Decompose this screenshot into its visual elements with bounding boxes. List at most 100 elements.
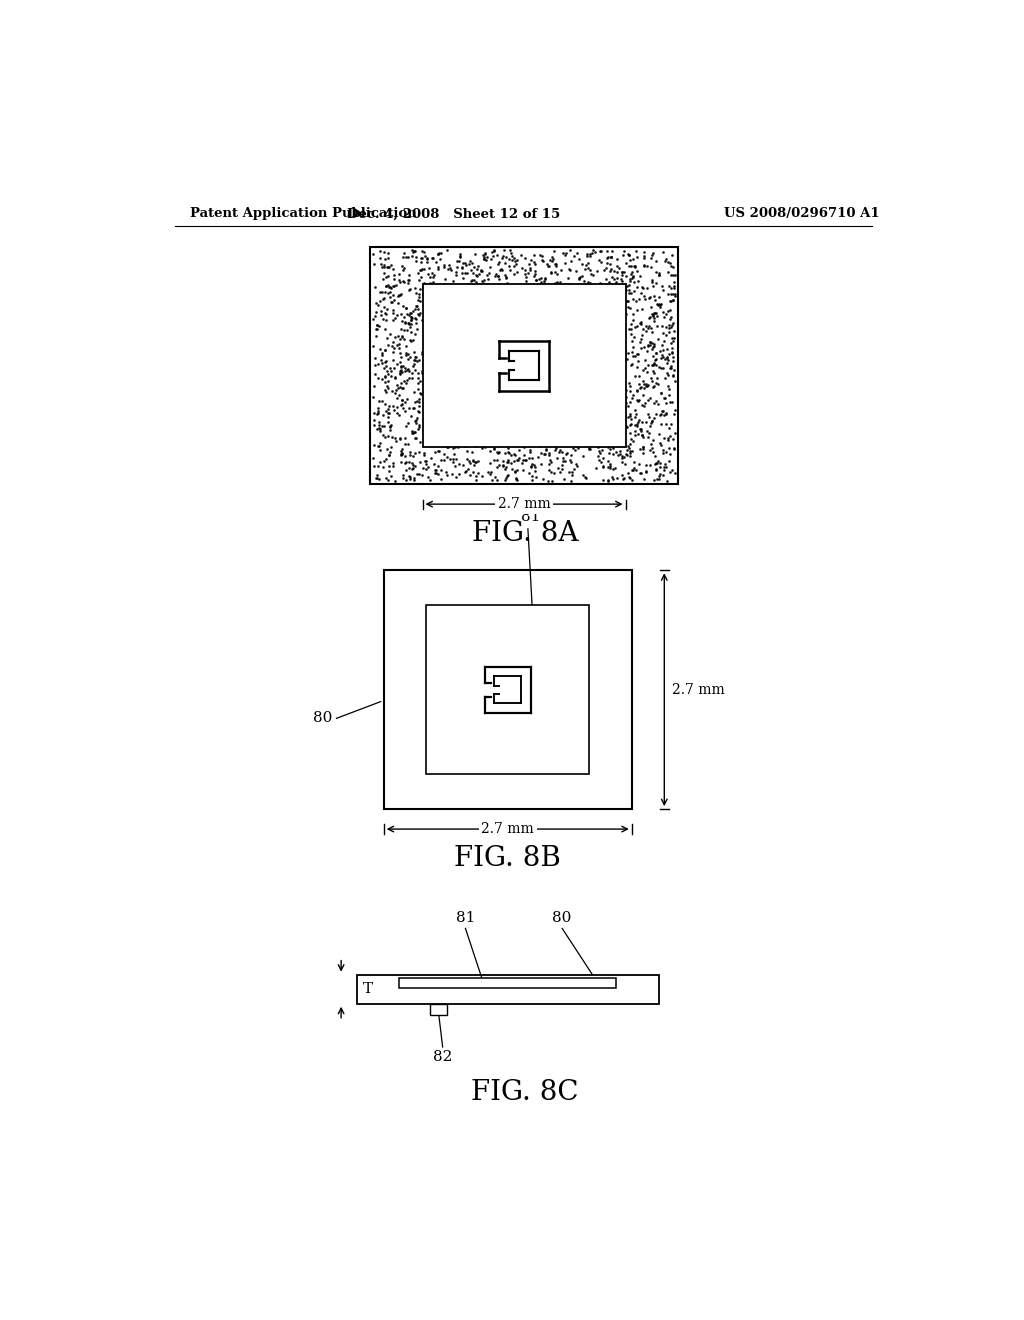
Point (627, 346, 643, 367)
Point (549, 302, 565, 323)
Point (650, 465, 667, 486)
Point (612, 304, 629, 325)
Point (489, 265, 506, 286)
Point (601, 375, 617, 396)
Point (399, 348, 416, 370)
Point (516, 329, 532, 350)
Point (511, 447, 527, 469)
Point (557, 444, 573, 465)
Point (441, 341, 458, 362)
Point (446, 314, 463, 335)
Point (612, 305, 629, 326)
Point (506, 263, 522, 284)
Point (382, 323, 398, 345)
Point (543, 263, 559, 284)
Point (469, 306, 485, 327)
Point (596, 259, 612, 280)
Point (658, 392, 675, 413)
Point (647, 302, 664, 323)
Point (536, 380, 552, 401)
Point (577, 467, 593, 488)
Point (473, 259, 489, 280)
Point (460, 273, 476, 294)
Point (414, 360, 430, 381)
Point (367, 403, 383, 424)
Point (457, 305, 473, 326)
Point (642, 367, 658, 388)
Point (380, 257, 396, 279)
Point (395, 329, 412, 350)
Point (649, 315, 666, 337)
Point (447, 449, 464, 470)
Point (608, 467, 625, 488)
Point (516, 414, 532, 436)
Point (497, 428, 513, 449)
Point (646, 362, 663, 383)
Point (526, 461, 543, 482)
Point (636, 255, 652, 276)
Point (514, 451, 530, 473)
Point (554, 442, 570, 463)
Point (600, 396, 616, 417)
Point (564, 356, 581, 378)
Point (658, 317, 675, 338)
Point (430, 463, 446, 484)
Point (546, 341, 562, 362)
Point (488, 376, 505, 397)
Point (644, 437, 660, 458)
Point (516, 444, 532, 465)
Point (441, 449, 458, 470)
Point (414, 248, 430, 269)
Point (667, 404, 683, 425)
Point (536, 425, 552, 446)
Point (625, 430, 641, 451)
Point (402, 469, 419, 490)
Point (506, 368, 522, 389)
Point (444, 271, 461, 292)
Point (511, 288, 527, 309)
Point (392, 363, 409, 384)
Point (452, 279, 468, 300)
Point (522, 292, 539, 313)
Point (583, 438, 599, 459)
Point (505, 345, 521, 366)
Point (544, 470, 560, 491)
Point (526, 313, 543, 334)
Point (525, 422, 542, 444)
Point (500, 345, 516, 366)
Point (498, 393, 514, 414)
Point (486, 240, 503, 261)
Point (650, 424, 667, 445)
Point (629, 416, 645, 437)
Point (522, 366, 539, 387)
Point (627, 424, 643, 445)
Point (584, 302, 600, 323)
Point (395, 378, 412, 399)
Point (416, 281, 432, 302)
Point (473, 342, 489, 363)
Point (602, 453, 618, 474)
Point (446, 305, 463, 326)
Point (376, 414, 392, 436)
Point (535, 335, 551, 356)
Point (393, 372, 410, 393)
Point (369, 467, 385, 488)
Point (641, 331, 657, 352)
Point (559, 310, 575, 331)
Point (423, 447, 439, 469)
Point (390, 285, 407, 306)
Point (479, 323, 496, 345)
Point (500, 450, 516, 471)
Point (391, 360, 408, 381)
Point (524, 393, 541, 414)
Point (637, 348, 653, 370)
Point (588, 310, 604, 331)
Point (436, 430, 453, 451)
Point (620, 440, 636, 461)
Point (501, 319, 517, 341)
Point (432, 359, 449, 380)
Point (464, 252, 480, 273)
Point (386, 308, 402, 329)
Point (626, 272, 642, 293)
Point (530, 275, 547, 296)
